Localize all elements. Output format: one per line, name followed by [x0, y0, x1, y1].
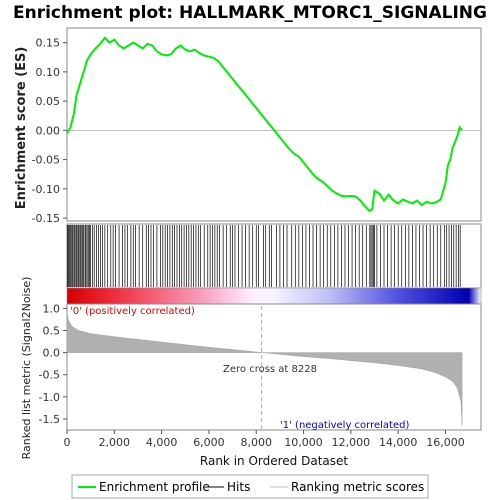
- legend-box: [71, 474, 429, 499]
- metric-y-tick-label: 1.0: [43, 302, 61, 315]
- x-tick-label: 2,000: [99, 436, 131, 449]
- hits-plot-area: [66, 223, 482, 289]
- x-tick-label: 12,000: [332, 436, 371, 449]
- x-tick-label: 6,000: [193, 436, 225, 449]
- ranked-metric-panel: -1.5 -1.0 -0.5 0.0 0.5 1.0 '0' (positively co…: [20, 277, 482, 460]
- metric-y-axis-label: Ranked list metric (Signal2Noise): [20, 277, 33, 460]
- x-tick-label: 4,000: [146, 436, 178, 449]
- legend-label-enrichment: Enrichment profile: [99, 480, 210, 494]
- es-plot-area: [66, 27, 482, 222]
- es-y-tick-label: 0.10: [36, 66, 61, 79]
- metric-y-tick-label: -1.0: [39, 391, 60, 404]
- metric-y-tick-label: -1.5: [39, 413, 60, 426]
- es-y-tick-label: 0.00: [36, 124, 61, 137]
- es-y-tick-label: -0.10: [32, 183, 60, 196]
- es-y-tick-label: 0.15: [36, 37, 61, 50]
- metric-y-tick-label: 0.0: [43, 347, 61, 360]
- enrichment-profile-line: [66, 36, 463, 213]
- metric-y-tick-label: -0.5: [39, 369, 60, 382]
- legend-label-hits: Hits: [227, 480, 250, 494]
- hits-panel: [66, 223, 482, 289]
- ranked-heat-bar: [66, 287, 482, 305]
- metric-y-tick-label: 0.5: [43, 325, 61, 338]
- es-y-axis-label: Enrichment score (ES): [14, 47, 29, 210]
- x-axis-label: Rank in Ordered Dataset: [200, 454, 348, 468]
- positive-correlation-label: '0' (positively correlated): [70, 306, 195, 317]
- hit-lines: [67, 225, 461, 287]
- legend: Enrichment profile Hits Ranking metric s…: [71, 474, 429, 499]
- x-tick-label: 8,000: [241, 436, 273, 449]
- x-axis: 0 2,000 4,000 6,000 8,000 10,000 12,000 14,000 1…: [64, 430, 465, 449]
- es-y-axis: -0.15 -0.10 -0.05 0.00 0.05 0.10 0.15: [32, 37, 67, 225]
- chart-title: Enrichment plot: HALLMARK_MTORC1_SIGNALI…: [13, 3, 487, 23]
- x-tick-label: 0: [64, 436, 71, 449]
- es-y-tick-label: 0.05: [36, 95, 61, 108]
- x-tick-label: 14,000: [379, 436, 418, 449]
- enrichment-score-panel: -0.15 -0.10 -0.05 0.00 0.05 0.10 0.15 Enrichme…: [14, 27, 482, 225]
- es-y-tick-label: -0.05: [32, 154, 60, 167]
- metric-y-axis: -1.5 -1.0 -0.5 0.0 0.5 1.0: [39, 302, 67, 426]
- x-tick-label: 16,000: [426, 436, 465, 449]
- legend-label-ranking: Ranking metric scores: [291, 480, 424, 494]
- zero-cross-label: Zero cross at 8228: [223, 364, 317, 375]
- x-tick-label: 10,000: [284, 436, 323, 449]
- es-y-tick-label: -0.15: [32, 212, 60, 225]
- ranking-metric-area: [66, 310, 463, 426]
- negative-correlation-label: '1' (negatively correlated): [280, 420, 409, 431]
